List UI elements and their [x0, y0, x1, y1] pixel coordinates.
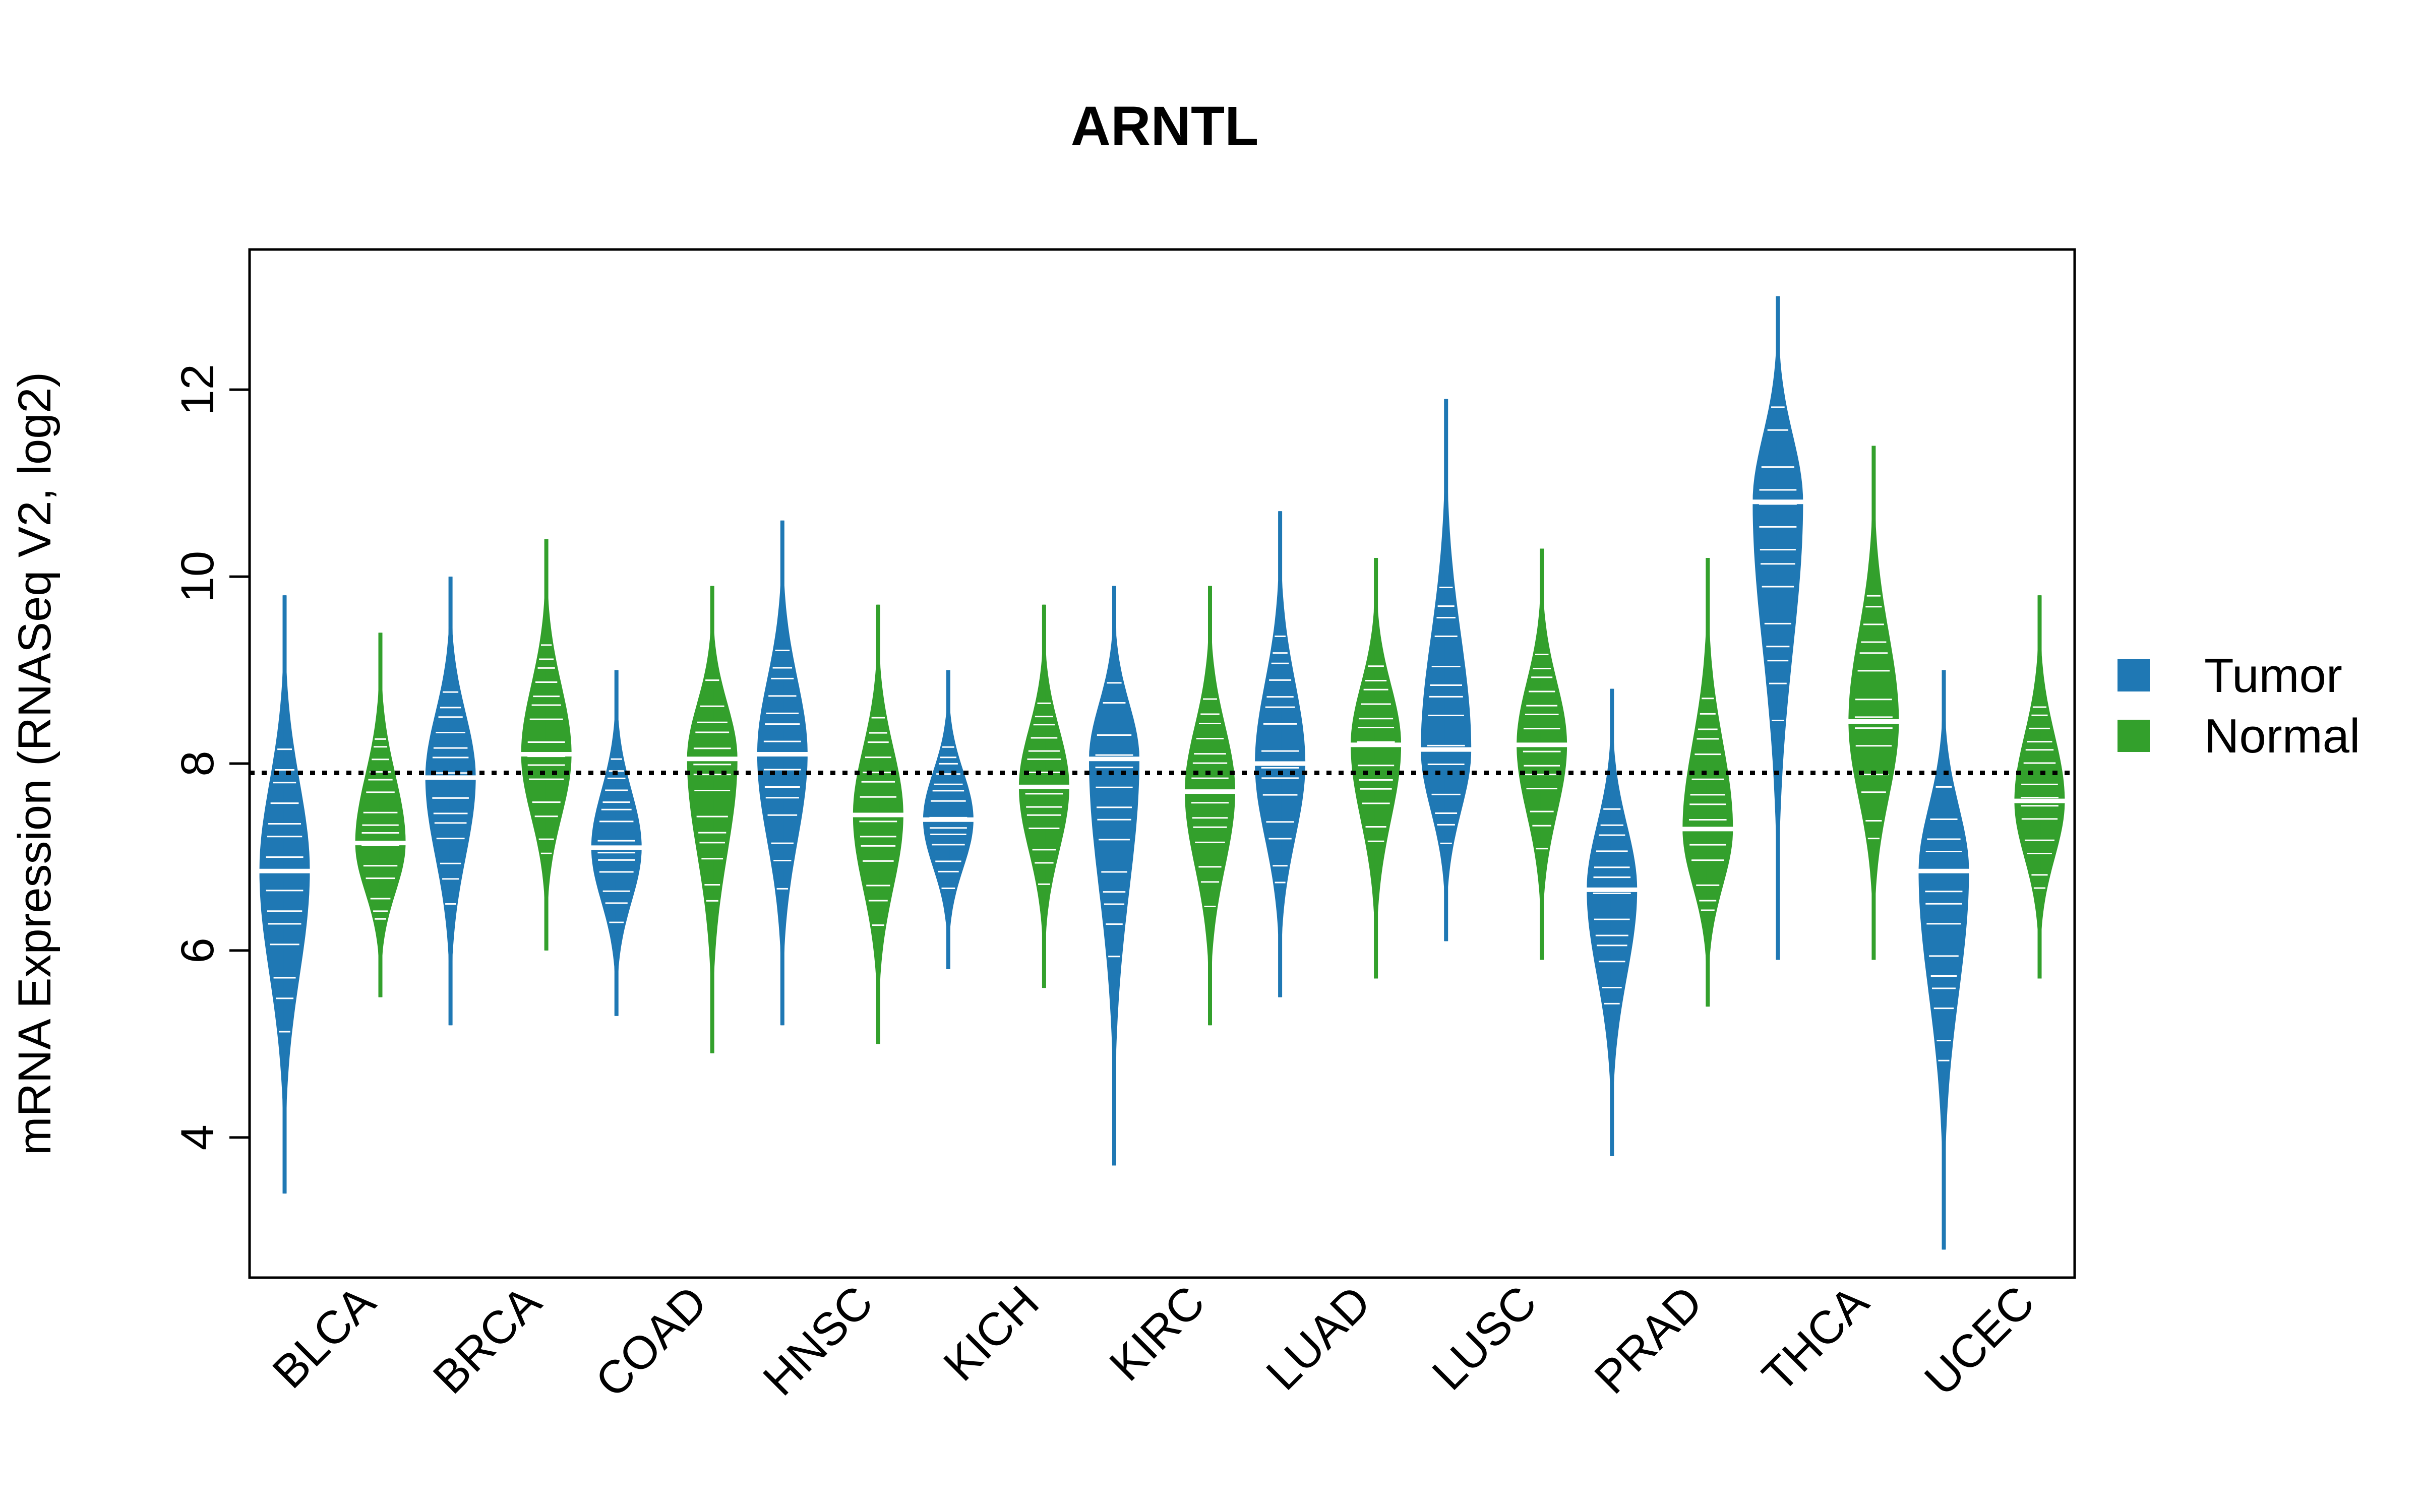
category-group — [1418, 399, 1570, 960]
category-group — [256, 595, 409, 1194]
y-axis-label: mRNA Expression (RNASeq V2, log2) — [9, 372, 60, 1155]
y-tick-label: 4 — [172, 1124, 223, 1150]
y-axis: 4 6 8 10 12 — [172, 364, 250, 1150]
legend-swatch — [2118, 720, 2150, 752]
legend: Tumor Normal — [2118, 649, 2360, 763]
plot-marks — [250, 296, 2075, 1250]
category-group — [422, 539, 575, 1026]
x-axis: BLCA BRCA COAD HNSC KICH KIRC LUAD LUSC PRAD THCA… — [263, 1276, 2044, 1408]
x-tick-label: LUAD — [1257, 1276, 1381, 1400]
y-tick-label: 8 — [172, 750, 223, 776]
category-group — [1915, 595, 2068, 1250]
x-tick-label: LUSC — [1423, 1276, 1547, 1400]
x-tick-label: COAD — [586, 1276, 717, 1407]
y-tick-label: 6 — [172, 937, 223, 963]
legend-swatch — [2118, 659, 2150, 691]
category-group — [920, 604, 1072, 988]
x-tick-label: KIRC — [1100, 1276, 1215, 1391]
category-group — [1086, 586, 1238, 1166]
category-group — [588, 586, 741, 1053]
x-tick-label: THCA — [1752, 1276, 1879, 1402]
legend-label: Normal — [2204, 709, 2360, 763]
x-tick-label: KICH — [934, 1276, 1049, 1391]
y-tick-label: 12 — [172, 364, 223, 415]
category-group — [1584, 558, 1736, 1156]
x-tick-label: BRCA — [424, 1276, 551, 1404]
x-tick-label: HNSC — [754, 1276, 883, 1405]
category-group — [1749, 296, 1902, 960]
category-group — [1252, 511, 1405, 997]
y-tick-label: 10 — [172, 551, 223, 602]
chart-title: ARNTL — [1071, 95, 1259, 157]
legend-label: Tumor — [2204, 649, 2342, 703]
x-tick-label: UCEC — [1915, 1276, 2044, 1405]
category-group — [754, 520, 906, 1044]
x-tick-label: BLCA — [263, 1276, 386, 1399]
x-tick-label: PRAD — [1585, 1276, 1713, 1404]
